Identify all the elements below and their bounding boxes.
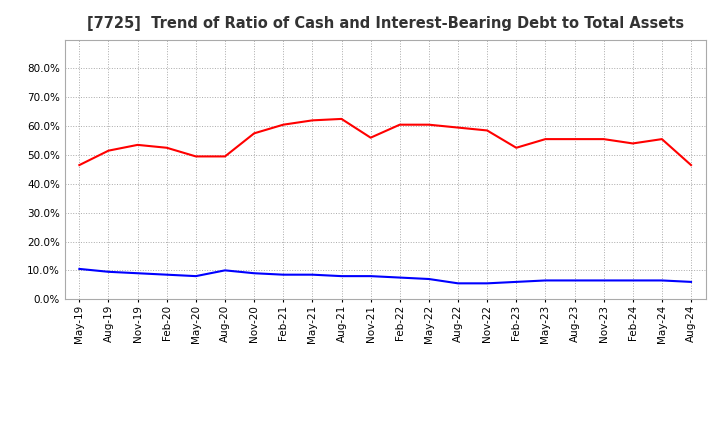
Interest-Bearing Debt	[220, 268, 229, 273]
Cash	[687, 162, 696, 168]
Cash	[75, 162, 84, 168]
Cash	[133, 142, 142, 147]
Line: Cash: Cash	[79, 119, 691, 165]
Interest-Bearing Debt	[657, 278, 666, 283]
Interest-Bearing Debt	[279, 272, 287, 277]
Interest-Bearing Debt	[337, 274, 346, 279]
Interest-Bearing Debt	[483, 281, 492, 286]
Interest-Bearing Debt	[250, 271, 258, 276]
Interest-Bearing Debt	[395, 275, 404, 280]
Line: Interest-Bearing Debt: Interest-Bearing Debt	[79, 269, 691, 283]
Interest-Bearing Debt	[163, 272, 171, 277]
Cash	[512, 145, 521, 150]
Interest-Bearing Debt	[512, 279, 521, 285]
Cash	[337, 116, 346, 121]
Cash	[483, 128, 492, 133]
Cash	[599, 136, 608, 142]
Cash	[454, 125, 462, 130]
Interest-Bearing Debt	[599, 278, 608, 283]
Interest-Bearing Debt	[366, 274, 375, 279]
Cash	[279, 122, 287, 127]
Cash	[192, 154, 200, 159]
Cash	[570, 136, 579, 142]
Interest-Bearing Debt	[75, 266, 84, 271]
Interest-Bearing Debt	[308, 272, 317, 277]
Cash	[366, 135, 375, 140]
Interest-Bearing Debt	[454, 281, 462, 286]
Cash	[425, 122, 433, 127]
Cash	[220, 154, 229, 159]
Cash	[657, 136, 666, 142]
Interest-Bearing Debt	[629, 278, 637, 283]
Interest-Bearing Debt	[192, 274, 200, 279]
Interest-Bearing Debt	[104, 269, 113, 275]
Title: [7725]  Trend of Ratio of Cash and Interest-Bearing Debt to Total Assets: [7725] Trend of Ratio of Cash and Intere…	[86, 16, 684, 32]
Cash	[163, 145, 171, 150]
Interest-Bearing Debt	[425, 276, 433, 282]
Interest-Bearing Debt	[541, 278, 550, 283]
Interest-Bearing Debt	[133, 271, 142, 276]
Cash	[541, 136, 550, 142]
Cash	[308, 118, 317, 123]
Interest-Bearing Debt	[687, 279, 696, 285]
Cash	[629, 141, 637, 146]
Cash	[250, 131, 258, 136]
Cash	[395, 122, 404, 127]
Cash	[104, 148, 113, 153]
Interest-Bearing Debt	[570, 278, 579, 283]
